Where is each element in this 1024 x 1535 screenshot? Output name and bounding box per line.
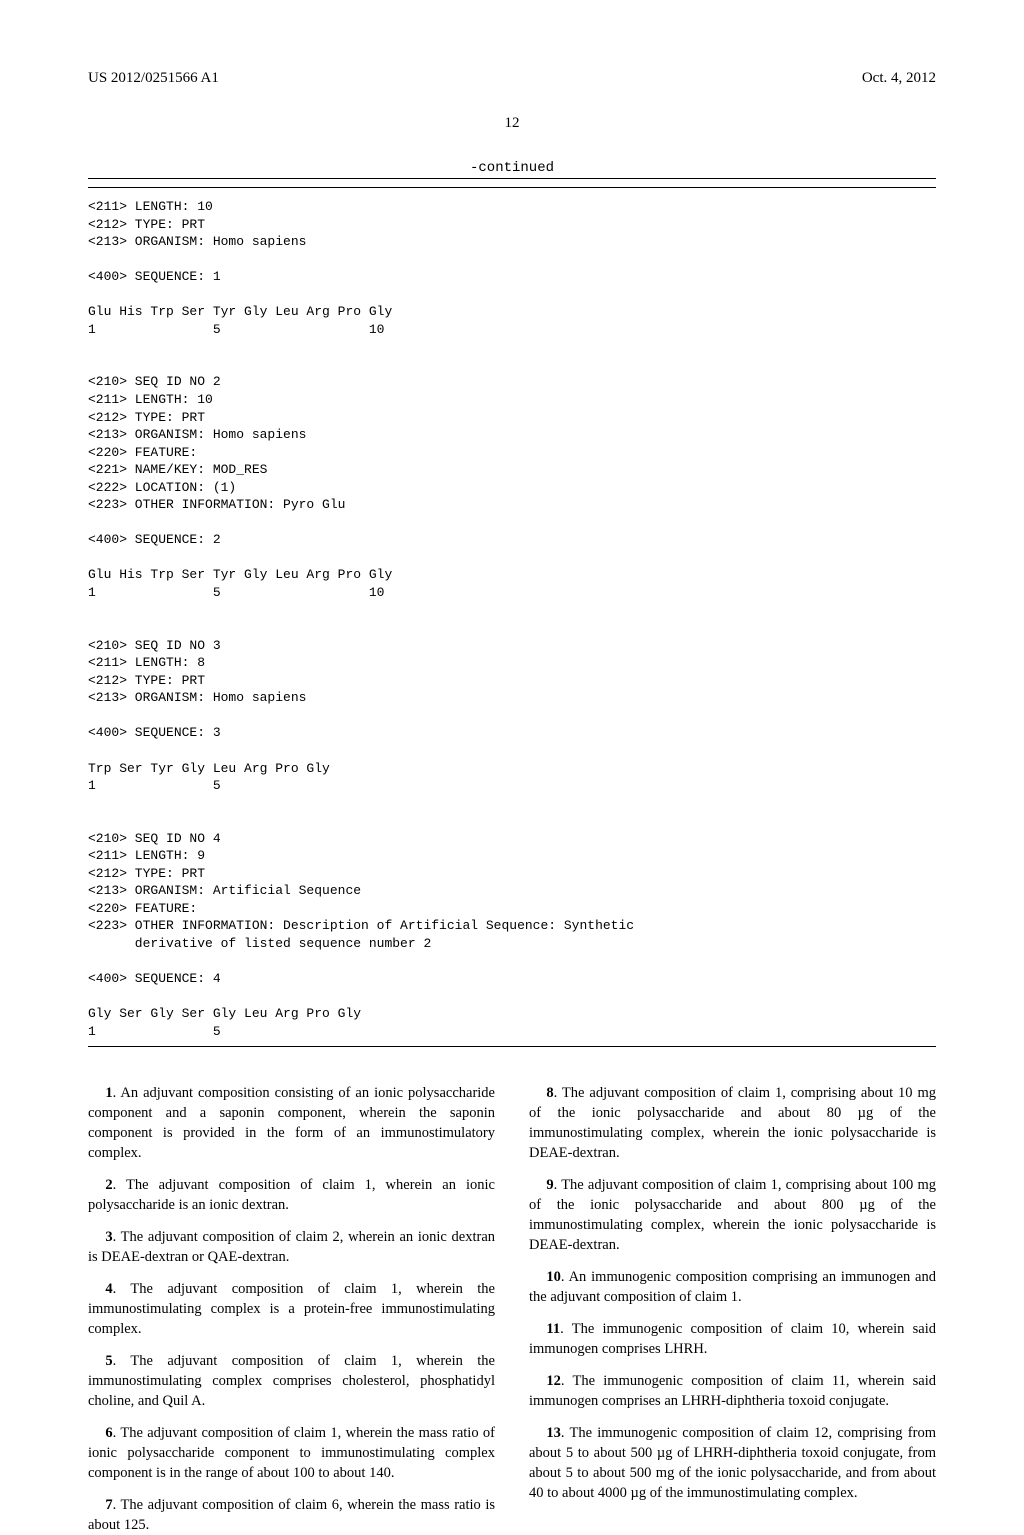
claim-text: . The immunogenic composition of claim 1… — [529, 1425, 936, 1501]
claim-7: 7. The adjuvant composition of claim 6, … — [88, 1495, 495, 1535]
claim-number: 6 — [105, 1425, 112, 1441]
claim-13: 13. The immunogenic composition of claim… — [529, 1423, 936, 1503]
claim-number: 10 — [546, 1269, 561, 1285]
claim-text: . An immunogenic composition comprising … — [529, 1269, 936, 1305]
page-number: 12 — [88, 115, 936, 132]
claims-section: 1. An adjuvant composition consisting of… — [88, 1083, 936, 1535]
claim-text: . The adjuvant composition of claim 1, c… — [529, 1085, 936, 1161]
claim-6: 6. The adjuvant composition of claim 1, … — [88, 1423, 495, 1483]
claim-number: 9 — [546, 1177, 553, 1193]
claim-text: . The adjuvant composition of claim 1, w… — [88, 1177, 495, 1213]
publication-date: Oct. 4, 2012 — [862, 70, 936, 87]
claim-text: . An adjuvant composition consisting of … — [88, 1085, 495, 1161]
claim-10: 10. An immunogenic composition comprisin… — [529, 1267, 936, 1307]
claim-4: 4. The adjuvant composition of claim 1, … — [88, 1279, 495, 1339]
claim-1: 1. An adjuvant composition consisting of… — [88, 1083, 495, 1163]
claim-text: . The adjuvant composition of claim 1, w… — [88, 1353, 495, 1409]
claim-3: 3. The adjuvant composition of claim 2, … — [88, 1227, 495, 1267]
claim-number: 11 — [546, 1321, 560, 1337]
claim-text: . The adjuvant composition of claim 2, w… — [88, 1229, 495, 1265]
claim-8: 8. The adjuvant composition of claim 1, … — [529, 1083, 936, 1163]
claim-2: 2. The adjuvant composition of claim 1, … — [88, 1175, 495, 1215]
claim-text: . The immunogenic composition of claim 1… — [529, 1373, 936, 1409]
claim-text: . The adjuvant composition of claim 1, w… — [88, 1281, 495, 1337]
claim-9: 9. The adjuvant composition of claim 1, … — [529, 1175, 936, 1255]
page-header: US 2012/0251566 A1 Oct. 4, 2012 — [88, 70, 936, 87]
claim-12: 12. The immunogenic composition of claim… — [529, 1371, 936, 1411]
claim-number: 8 — [546, 1085, 553, 1101]
claim-5: 5. The adjuvant composition of claim 1, … — [88, 1351, 495, 1411]
claim-text: . The immunogenic composition of claim 1… — [529, 1321, 936, 1357]
claim-number: 13 — [546, 1425, 561, 1441]
continued-label: -continued — [88, 160, 936, 176]
claim-number: 3 — [105, 1229, 112, 1245]
sequence-listing-block: <211> LENGTH: 10 <212> TYPE: PRT <213> O… — [88, 178, 936, 1047]
claim-11: 11. The immunogenic composition of claim… — [529, 1319, 936, 1359]
claim-text: . The adjuvant composition of claim 1, c… — [529, 1177, 936, 1253]
claim-number: 4 — [105, 1281, 112, 1297]
claim-number: 12 — [546, 1373, 561, 1389]
claim-number: 1 — [105, 1085, 112, 1101]
publication-number: US 2012/0251566 A1 — [88, 70, 219, 87]
patent-page: US 2012/0251566 A1 Oct. 4, 2012 12 -cont… — [0, 0, 1024, 1320]
sequence-listing-text: <211> LENGTH: 10 <212> TYPE: PRT <213> O… — [88, 199, 634, 1039]
claim-number: 5 — [105, 1353, 112, 1369]
claim-number: 7 — [105, 1497, 112, 1513]
claim-number: 2 — [105, 1177, 112, 1193]
claim-text: . The adjuvant composition of claim 1, w… — [88, 1425, 495, 1481]
claim-text: . The adjuvant composition of claim 6, w… — [88, 1497, 495, 1533]
